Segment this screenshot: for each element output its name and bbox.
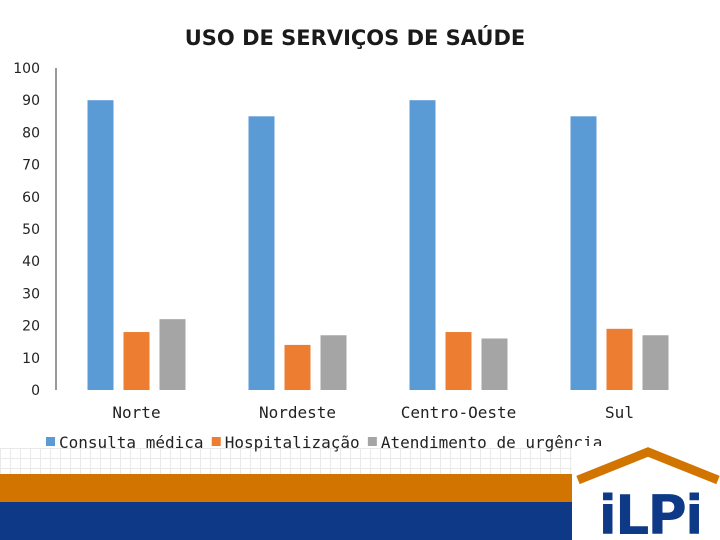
bar — [123, 332, 150, 390]
bar — [409, 100, 436, 390]
bar — [284, 344, 311, 390]
y-tick-label: 0 — [31, 383, 40, 399]
y-axis: 0 10 20 30 40 50 60 70 80 90 100 — [13, 61, 57, 399]
bar — [159, 319, 186, 390]
legend-swatch — [46, 437, 55, 446]
legend-label: Atendimento de urgência — [381, 433, 603, 452]
bar-chart: USO DE SERVIÇOS DE SAÚDE 0 10 20 30 40 50 60 70… — [13, 25, 669, 452]
logo-text: iLPi — [598, 484, 701, 540]
y-tick-label: 100 — [13, 61, 40, 77]
chart-title: USO DE SERVIÇOS DE SAÚDE — [185, 25, 525, 50]
y-tick-label: 70 — [22, 158, 40, 174]
legend: Consulta médica Hospitalização Atendimento… — [46, 433, 602, 452]
y-tick-label: 90 — [22, 93, 40, 109]
y-tick-label: 20 — [22, 319, 40, 335]
legend-swatch — [367, 437, 377, 446]
grid-background — [0, 448, 600, 476]
legend-label: Consulta médica — [59, 433, 204, 452]
footer-blue-band — [0, 502, 600, 540]
x-tick-label: Sul — [605, 403, 634, 422]
bar — [248, 116, 275, 391]
bar — [570, 116, 597, 391]
y-tick-label: 60 — [22, 190, 40, 206]
x-tick-label: Centro-Oeste — [401, 403, 517, 422]
legend-label: Hospitalização — [225, 433, 360, 452]
x-axis: Norte Nordeste Centro-Oeste Sul — [112, 403, 634, 422]
ilpi-logo: iLPi — [572, 446, 720, 540]
y-tick-label: 40 — [22, 254, 40, 270]
legend-swatch — [211, 437, 221, 446]
y-tick-label: 30 — [22, 286, 40, 302]
x-tick-label: Nordeste — [259, 403, 336, 422]
bar — [642, 335, 669, 390]
y-tick-label: 10 — [22, 351, 40, 367]
house-roof-icon — [576, 447, 720, 485]
x-tick-label: Norte — [112, 403, 160, 422]
bar — [87, 100, 114, 390]
bar — [320, 335, 347, 390]
bars — [87, 100, 669, 391]
y-tick-label: 80 — [22, 125, 40, 141]
bar — [606, 328, 633, 390]
footer-orange-band — [0, 474, 600, 502]
y-tick-label: 50 — [22, 222, 40, 238]
bar — [445, 332, 472, 390]
bar — [481, 338, 508, 390]
